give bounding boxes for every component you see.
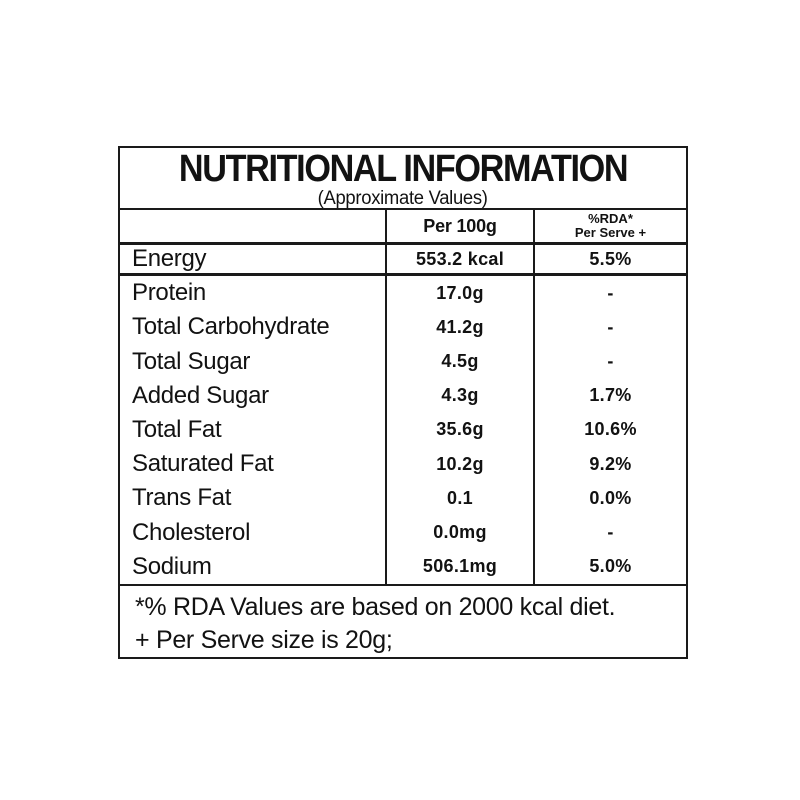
nutrient-value-per-100g: 10.2g — [385, 447, 533, 482]
nutrient-value-per-100g: 4.3g — [385, 378, 533, 413]
nutrient-label: Saturated Fat — [132, 450, 274, 478]
nutrient-value-per-100g: 17.0g — [385, 276, 533, 311]
nutrient-label: Energy — [132, 245, 207, 272]
nutrient-row: Total Sugar 4.5g - — [120, 344, 686, 379]
nutrient-rows: Energy 553.2 kcal 5.5% Protein 17.0g - T… — [120, 245, 686, 586]
footnote-section: *% RDA Values are based on 2000 kcal die… — [120, 586, 686, 657]
nutrient-value-rda: 5.0% — [533, 549, 686, 584]
nutrient-label: Protein — [132, 279, 206, 307]
column-header-row: Per 100g %RDA* Per Serve + — [120, 210, 686, 245]
column-header-rda-line1: %RDA* — [588, 211, 633, 226]
nutrient-value-per-100g: 41.2g — [385, 310, 533, 345]
nutrient-row: Added Sugar 4.3g 1.7% — [120, 378, 686, 413]
nutrient-value-rda: - — [533, 276, 686, 311]
nutrient-row: Saturated Fat 10.2g 9.2% — [120, 447, 686, 482]
nutrient-label: Total Fat — [132, 415, 222, 443]
table-title-section: NUTRITIONAL INFORMATION (Approximate Val… — [120, 148, 686, 210]
nutrient-value-rda: - — [533, 344, 686, 379]
nutrient-value-per-100g: 0.1 — [385, 481, 533, 516]
nutrient-label: Sodium — [132, 552, 212, 580]
nutrient-label: Added Sugar — [132, 381, 269, 409]
nutrient-value-per-100g: 553.2 kcal — [385, 245, 533, 273]
nutrient-row: Trans Fat 0.1 0.0% — [120, 481, 686, 516]
column-header-rda: %RDA* Per Serve + — [533, 210, 686, 242]
nutrient-row: Protein 17.0g - — [120, 276, 686, 311]
nutrient-label: Cholesterol — [132, 518, 251, 546]
nutrient-value-per-100g: 0.0mg — [385, 515, 533, 550]
nutrient-value-rda: - — [533, 310, 686, 345]
table-title: NUTRITIONAL INFORMATION — [178, 148, 629, 190]
nutrient-value-rda: 5.5% — [533, 245, 686, 273]
nutrient-value-rda: 9.2% — [533, 447, 686, 482]
footnote-line-2: + Per Serve size is 20g; — [135, 626, 393, 654]
nutrient-value-rda: 10.6% — [533, 412, 686, 448]
nutrient-row: Total Fat 35.6g 10.6% — [120, 412, 686, 448]
nutrient-label: Trans Fat — [132, 484, 232, 512]
nutrient-label: Total Sugar — [132, 347, 251, 375]
nutrient-value-rda: 1.7% — [533, 378, 686, 413]
footnote-line-1: *% RDA Values are based on 2000 kcal die… — [135, 593, 616, 621]
nutrient-value-per-100g: 35.6g — [385, 412, 533, 448]
nutrient-label: Total Carbohydrate — [132, 313, 330, 341]
nutrient-value-per-100g: 506.1mg — [385, 549, 533, 584]
nutrient-row: Total Carbohydrate 41.2g - — [120, 310, 686, 345]
nutrient-value-per-100g: 4.5g — [385, 344, 533, 379]
column-header-per-100g: Per 100g — [385, 210, 533, 242]
nutrient-row: Cholesterol 0.0mg - — [120, 515, 686, 550]
column-header-nutrient-empty — [120, 210, 385, 242]
nutrient-row: Sodium 506.1mg 5.0% — [120, 549, 686, 584]
column-header-rda-line2: Per Serve + — [574, 225, 647, 240]
nutrient-row: Energy 553.2 kcal 5.5% — [120, 245, 686, 276]
nutrient-value-rda: 0.0% — [533, 481, 686, 516]
table-subtitle: (Approximate Values) — [317, 188, 489, 209]
nutrition-table: NUTRITIONAL INFORMATION (Approximate Val… — [118, 146, 688, 659]
nutrient-value-rda: - — [533, 515, 686, 550]
